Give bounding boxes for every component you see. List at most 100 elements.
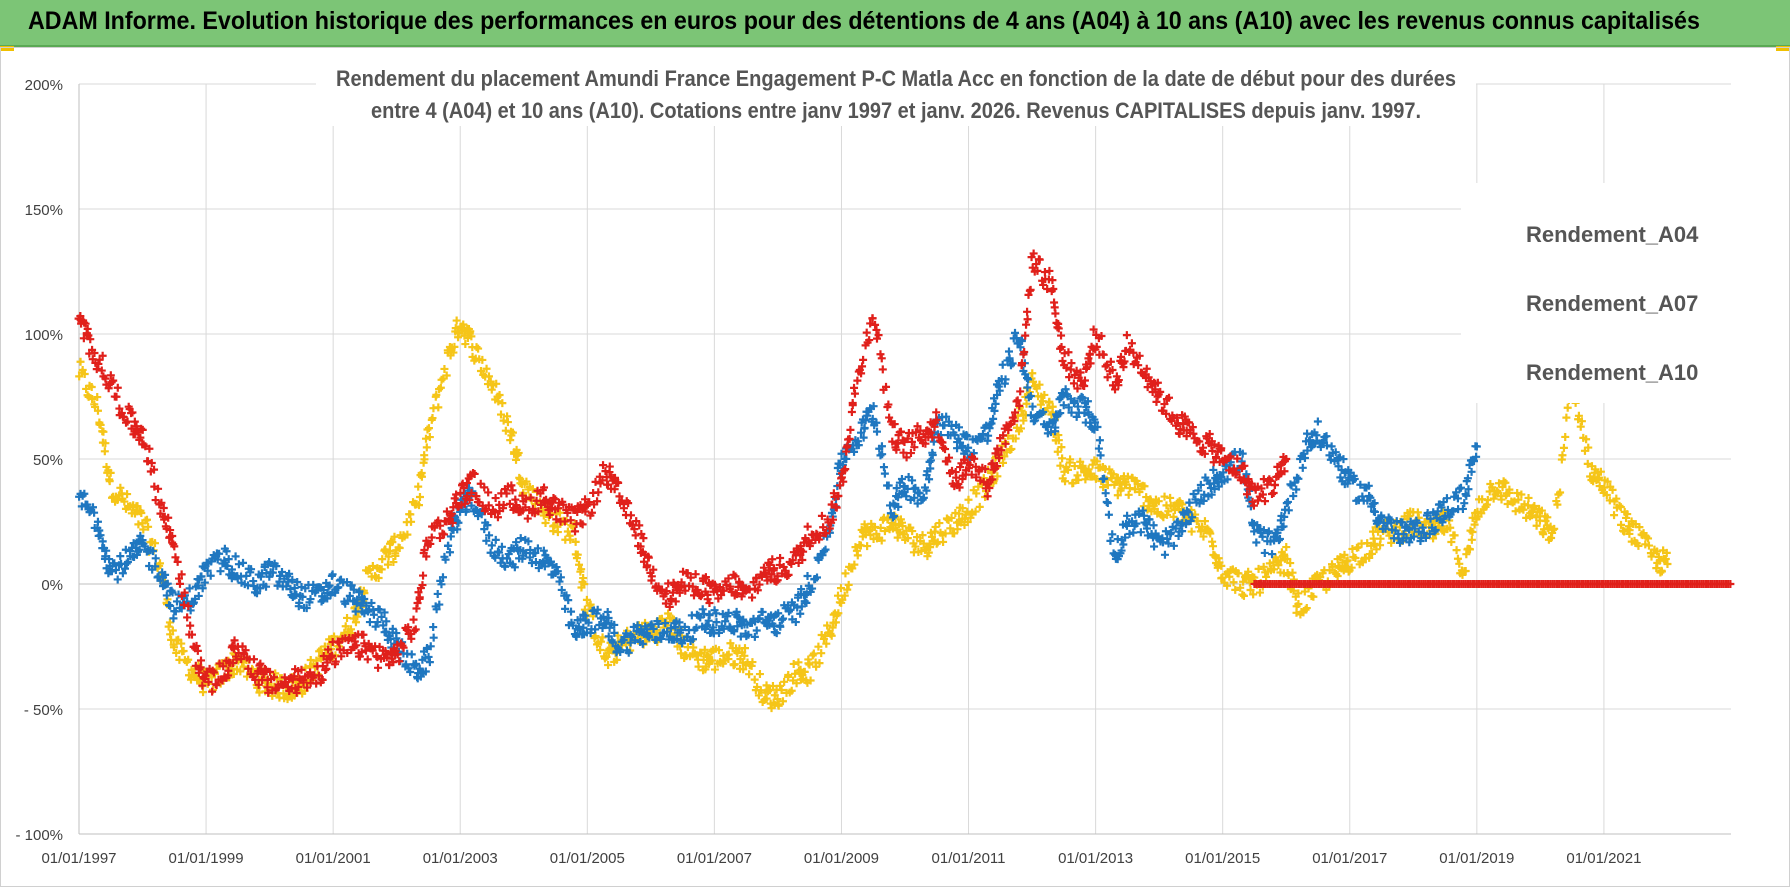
marker-rendement-a04 bbox=[498, 399, 507, 408]
marker-rendement-a04 bbox=[1662, 548, 1671, 557]
marker-rendement-a10 bbox=[913, 422, 922, 431]
marker-rendement-a10 bbox=[422, 552, 431, 561]
marker-rendement-a04 bbox=[784, 670, 793, 679]
marker-rendement-a10 bbox=[1017, 359, 1026, 368]
marker-rendement-a07 bbox=[533, 544, 542, 553]
marker-rendement-a04 bbox=[1558, 451, 1567, 460]
marker-rendement-a04 bbox=[908, 527, 917, 536]
marker-rendement-a04 bbox=[834, 609, 843, 618]
x-tick-label: 01/01/2003 bbox=[423, 850, 498, 867]
marker-rendement-a07 bbox=[654, 619, 663, 628]
marker-rendement-a07 bbox=[1104, 510, 1113, 519]
y-tick-label: 150% bbox=[25, 202, 63, 219]
marker-rendement-a10 bbox=[299, 678, 308, 687]
marker-rendement-a10 bbox=[294, 682, 303, 691]
marker-rendement-a07 bbox=[562, 591, 571, 600]
marker-rendement-a04 bbox=[1543, 513, 1552, 522]
marker-rendement-a07 bbox=[605, 623, 614, 632]
marker-rendement-a10 bbox=[534, 507, 543, 516]
marker-rendement-a07 bbox=[1200, 490, 1209, 499]
marker-rendement-a10 bbox=[113, 383, 122, 392]
marker-rendement-a10 bbox=[1016, 387, 1025, 396]
marker-rendement-a10 bbox=[768, 555, 777, 564]
marker-rendement-a10 bbox=[999, 431, 1008, 440]
marker-rendement-a10 bbox=[128, 408, 137, 417]
marker-rendement-a04 bbox=[1532, 521, 1541, 530]
marker-rendement-a04 bbox=[1196, 527, 1205, 536]
marker-rendement-a10 bbox=[1010, 417, 1019, 426]
marker-rendement-a10 bbox=[1103, 373, 1112, 382]
marker-rendement-a07 bbox=[497, 542, 506, 551]
marker-rendement-a04 bbox=[789, 659, 798, 668]
marker-rendement-a07 bbox=[116, 552, 125, 561]
marker-rendement-a04 bbox=[1231, 585, 1240, 594]
marker-rendement-a10 bbox=[657, 585, 666, 594]
marker-rendement-a07 bbox=[347, 581, 356, 590]
marker-rendement-a04 bbox=[1274, 561, 1283, 570]
marker-rendement-a04 bbox=[836, 584, 845, 593]
marker-rendement-a07 bbox=[1252, 538, 1261, 547]
marker-rendement-a07 bbox=[1082, 403, 1091, 412]
marker-rendement-a10 bbox=[671, 597, 680, 606]
marker-rendement-a07 bbox=[406, 668, 415, 677]
marker-rendement-a07 bbox=[1001, 375, 1010, 384]
marker-rendement-a10 bbox=[1233, 454, 1242, 463]
marker-rendement-a07 bbox=[984, 431, 993, 440]
marker-rendement-a07 bbox=[105, 555, 114, 564]
marker-rendement-a07 bbox=[616, 647, 625, 656]
marker-rendement-a10 bbox=[175, 579, 184, 588]
marker-rendement-a07 bbox=[373, 618, 382, 627]
marker-rendement-a04 bbox=[1608, 485, 1617, 494]
marker-rendement-a07 bbox=[1101, 489, 1110, 498]
marker-rendement-a07 bbox=[555, 577, 564, 586]
marker-rendement-a10 bbox=[559, 500, 568, 509]
marker-rendement-a10 bbox=[337, 652, 346, 661]
marker-rendement-a10 bbox=[839, 477, 848, 486]
marker-rendement-a04 bbox=[553, 528, 562, 537]
marker-rendement-a07 bbox=[1292, 485, 1301, 494]
marker-rendement-a10 bbox=[1202, 434, 1211, 443]
marker-rendement-a04 bbox=[177, 639, 186, 648]
marker-rendement-a10 bbox=[1114, 376, 1123, 385]
marker-rendement-a10 bbox=[1269, 488, 1278, 497]
marker-rendement-a04 bbox=[1309, 592, 1318, 601]
marker-rendement-a07 bbox=[1209, 465, 1218, 474]
legend-label: Rendement_A07 bbox=[1526, 291, 1698, 316]
marker-rendement-a07 bbox=[169, 614, 178, 623]
marker-rendement-a04 bbox=[765, 686, 774, 695]
marker-rendement-a07 bbox=[501, 562, 510, 571]
marker-rendement-a10 bbox=[499, 501, 508, 510]
marker-rendement-a04 bbox=[863, 542, 872, 551]
marker-rendement-a07 bbox=[894, 502, 903, 511]
marker-rendement-a07 bbox=[1223, 475, 1232, 484]
marker-rendement-a04 bbox=[750, 675, 759, 684]
marker-rendement-a07 bbox=[557, 585, 566, 594]
marker-rendement-a10 bbox=[1054, 324, 1063, 333]
marker-rendement-a07 bbox=[111, 566, 120, 575]
marker-rendement-a10 bbox=[1108, 366, 1117, 375]
marker-rendement-a04 bbox=[301, 663, 310, 672]
marker-rendement-a04 bbox=[1178, 500, 1187, 509]
marker-rendement-a04 bbox=[776, 681, 785, 690]
marker-rendement-a07 bbox=[926, 464, 935, 473]
marker-rendement-a04 bbox=[105, 477, 114, 486]
marker-rendement-a07 bbox=[649, 624, 658, 633]
marker-rendement-a07 bbox=[482, 536, 491, 545]
marker-rendement-a07 bbox=[591, 625, 600, 634]
marker-rendement-a10 bbox=[985, 484, 994, 493]
marker-rendement-a04 bbox=[1653, 547, 1662, 556]
marker-rendement-a10 bbox=[292, 688, 301, 697]
y-tick-label: 50% bbox=[33, 452, 63, 469]
marker-rendement-a07 bbox=[1207, 490, 1216, 499]
marker-rendement-a10 bbox=[450, 494, 459, 503]
marker-rendement-a04 bbox=[423, 425, 432, 434]
marker-rendement-a10 bbox=[526, 493, 535, 502]
marker-rendement-a10 bbox=[186, 621, 195, 630]
marker-rendement-a04 bbox=[1057, 443, 1066, 452]
marker-rendement-a10 bbox=[817, 511, 826, 520]
marker-rendement-a07 bbox=[878, 450, 887, 459]
marker-rendement-a07 bbox=[993, 390, 1002, 399]
marker-rendement-a10 bbox=[578, 520, 587, 529]
marker-rendement-a10 bbox=[442, 507, 451, 516]
marker-rendement-a04 bbox=[555, 508, 564, 517]
